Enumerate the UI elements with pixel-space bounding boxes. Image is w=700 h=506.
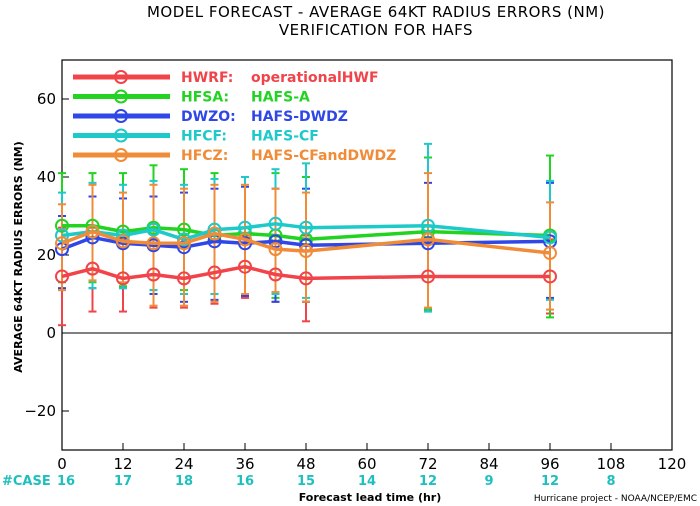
x-tick-label: 84 (479, 455, 498, 473)
data-point (146, 222, 161, 237)
series-line (61, 235, 551, 251)
series-hwrf (55, 259, 557, 286)
data-point (421, 269, 435, 284)
data-point (299, 220, 313, 235)
series-line (61, 264, 550, 281)
data-point (177, 232, 191, 247)
case-count: 15 (297, 474, 315, 489)
y-axis-label: AVERAGE 64KT RADIUS ERRORS (NM) (12, 141, 25, 372)
data-point (238, 259, 252, 274)
data-point (207, 222, 222, 237)
legend-desc: HAFS-CF (251, 129, 319, 145)
case-count: 17 (114, 474, 132, 489)
case-count: 12 (419, 474, 437, 489)
case-count: 9 (484, 474, 493, 489)
case-count: 12 (541, 474, 559, 489)
data-point (268, 242, 283, 257)
data-point (177, 236, 191, 251)
y-tick-label: 60 (37, 90, 56, 108)
x-tick-label: 0 (57, 455, 67, 473)
case-count: 16 (57, 474, 75, 489)
credit-text: Hurricane project - NOAA/NCEP/EMC (534, 494, 697, 504)
data-point (55, 218, 69, 233)
data-point (207, 265, 222, 280)
legend-desc: HAFS-A (251, 90, 310, 106)
series-hfcz (55, 224, 557, 261)
legend-item: HFCZ: HAFS-CFandDWDZ (73, 148, 396, 164)
x-tick-label: 72 (418, 455, 437, 473)
case-count: 8 (606, 474, 615, 489)
data-point (543, 269, 557, 284)
legend-desc: operationalHWF (251, 70, 379, 86)
series-hfcf (55, 216, 557, 247)
legend-marker (114, 89, 128, 104)
data-point (55, 236, 69, 251)
y-tick-label: 20 (37, 246, 56, 264)
legend-name: HFCF: (181, 129, 227, 145)
data-point (421, 236, 435, 251)
data-point (299, 271, 313, 286)
y-tick-label: −20 (24, 402, 56, 420)
chart-subtitle: VERIFICATION FOR HAFS (279, 21, 473, 39)
data-point (146, 236, 161, 251)
x-tick-label: 120 (658, 455, 687, 473)
case-count: 18 (175, 474, 193, 489)
y-tick-label: 0 (46, 324, 56, 342)
case-count: 16 (236, 474, 254, 489)
x-tick-label: 36 (235, 455, 254, 473)
case-label: #CASE (2, 474, 51, 489)
data-point (268, 216, 283, 231)
x-tick-label: 24 (174, 455, 193, 473)
legend-item: HFSA: HAFS-A (73, 89, 310, 106)
data-point (116, 271, 130, 286)
legend-marker (114, 70, 128, 84)
x-tick-label: 108 (597, 455, 626, 473)
data-point (85, 224, 100, 239)
series-line (61, 222, 551, 242)
data-point (238, 232, 252, 247)
legend-marker (114, 128, 128, 143)
data-point (543, 230, 557, 245)
data-point (543, 246, 557, 261)
legend-name: HFSA: (181, 90, 229, 106)
data-point (177, 240, 191, 255)
series-line (61, 229, 551, 255)
legend-name: HFCZ: (181, 148, 228, 164)
legend-item: HWRF: operationalHWF (73, 70, 379, 86)
plot-area: −20 0 20 40 60 0 12 24 36 48 60 72 84 96 108 120 (24, 59, 687, 473)
x-axis-label: Forecast lead time (hr) (299, 491, 442, 504)
data-point (299, 244, 313, 259)
legend-item: HFCF: HAFS-CF (73, 128, 319, 145)
chart-title: MODEL FORECAST - AVERAGE 64KT RADIUS ERR… (147, 3, 605, 21)
legend-item: DWZO: HAFS-DWDZ (73, 109, 348, 125)
x-tick-label: 12 (113, 455, 132, 473)
legend-marker (114, 148, 128, 162)
data-point (55, 269, 69, 284)
data-point (268, 267, 283, 282)
data-point (177, 222, 191, 237)
legend-name: DWZO: (181, 109, 236, 125)
x-tick-label: 48 (296, 455, 315, 473)
legend: HWRF: operationalHWF HFSA: HAFS-A DWZO: HAFS-… (73, 70, 396, 164)
data-point (238, 236, 252, 251)
series-dwzo (55, 230, 557, 257)
data-point (207, 226, 222, 241)
legend-name: HWRF: (181, 70, 233, 86)
case-count: 14 (358, 474, 376, 489)
legend-marker (114, 109, 128, 123)
legend-desc: HAFS-DWDZ (251, 109, 348, 125)
data-point (146, 267, 161, 282)
y-tick-label: 40 (37, 168, 56, 186)
x-tick-label: 96 (540, 455, 559, 473)
data-point (85, 261, 100, 276)
data-point (421, 218, 435, 233)
data-point (177, 271, 191, 286)
x-tick-label: 60 (357, 455, 376, 473)
data-point (421, 232, 435, 247)
legend-desc: HAFS-CFandDWDZ (251, 148, 396, 164)
data-point (116, 234, 130, 249)
case-count-row: #CASE 16 17 18 16 15 14 12 9 12 8 (2, 474, 616, 489)
